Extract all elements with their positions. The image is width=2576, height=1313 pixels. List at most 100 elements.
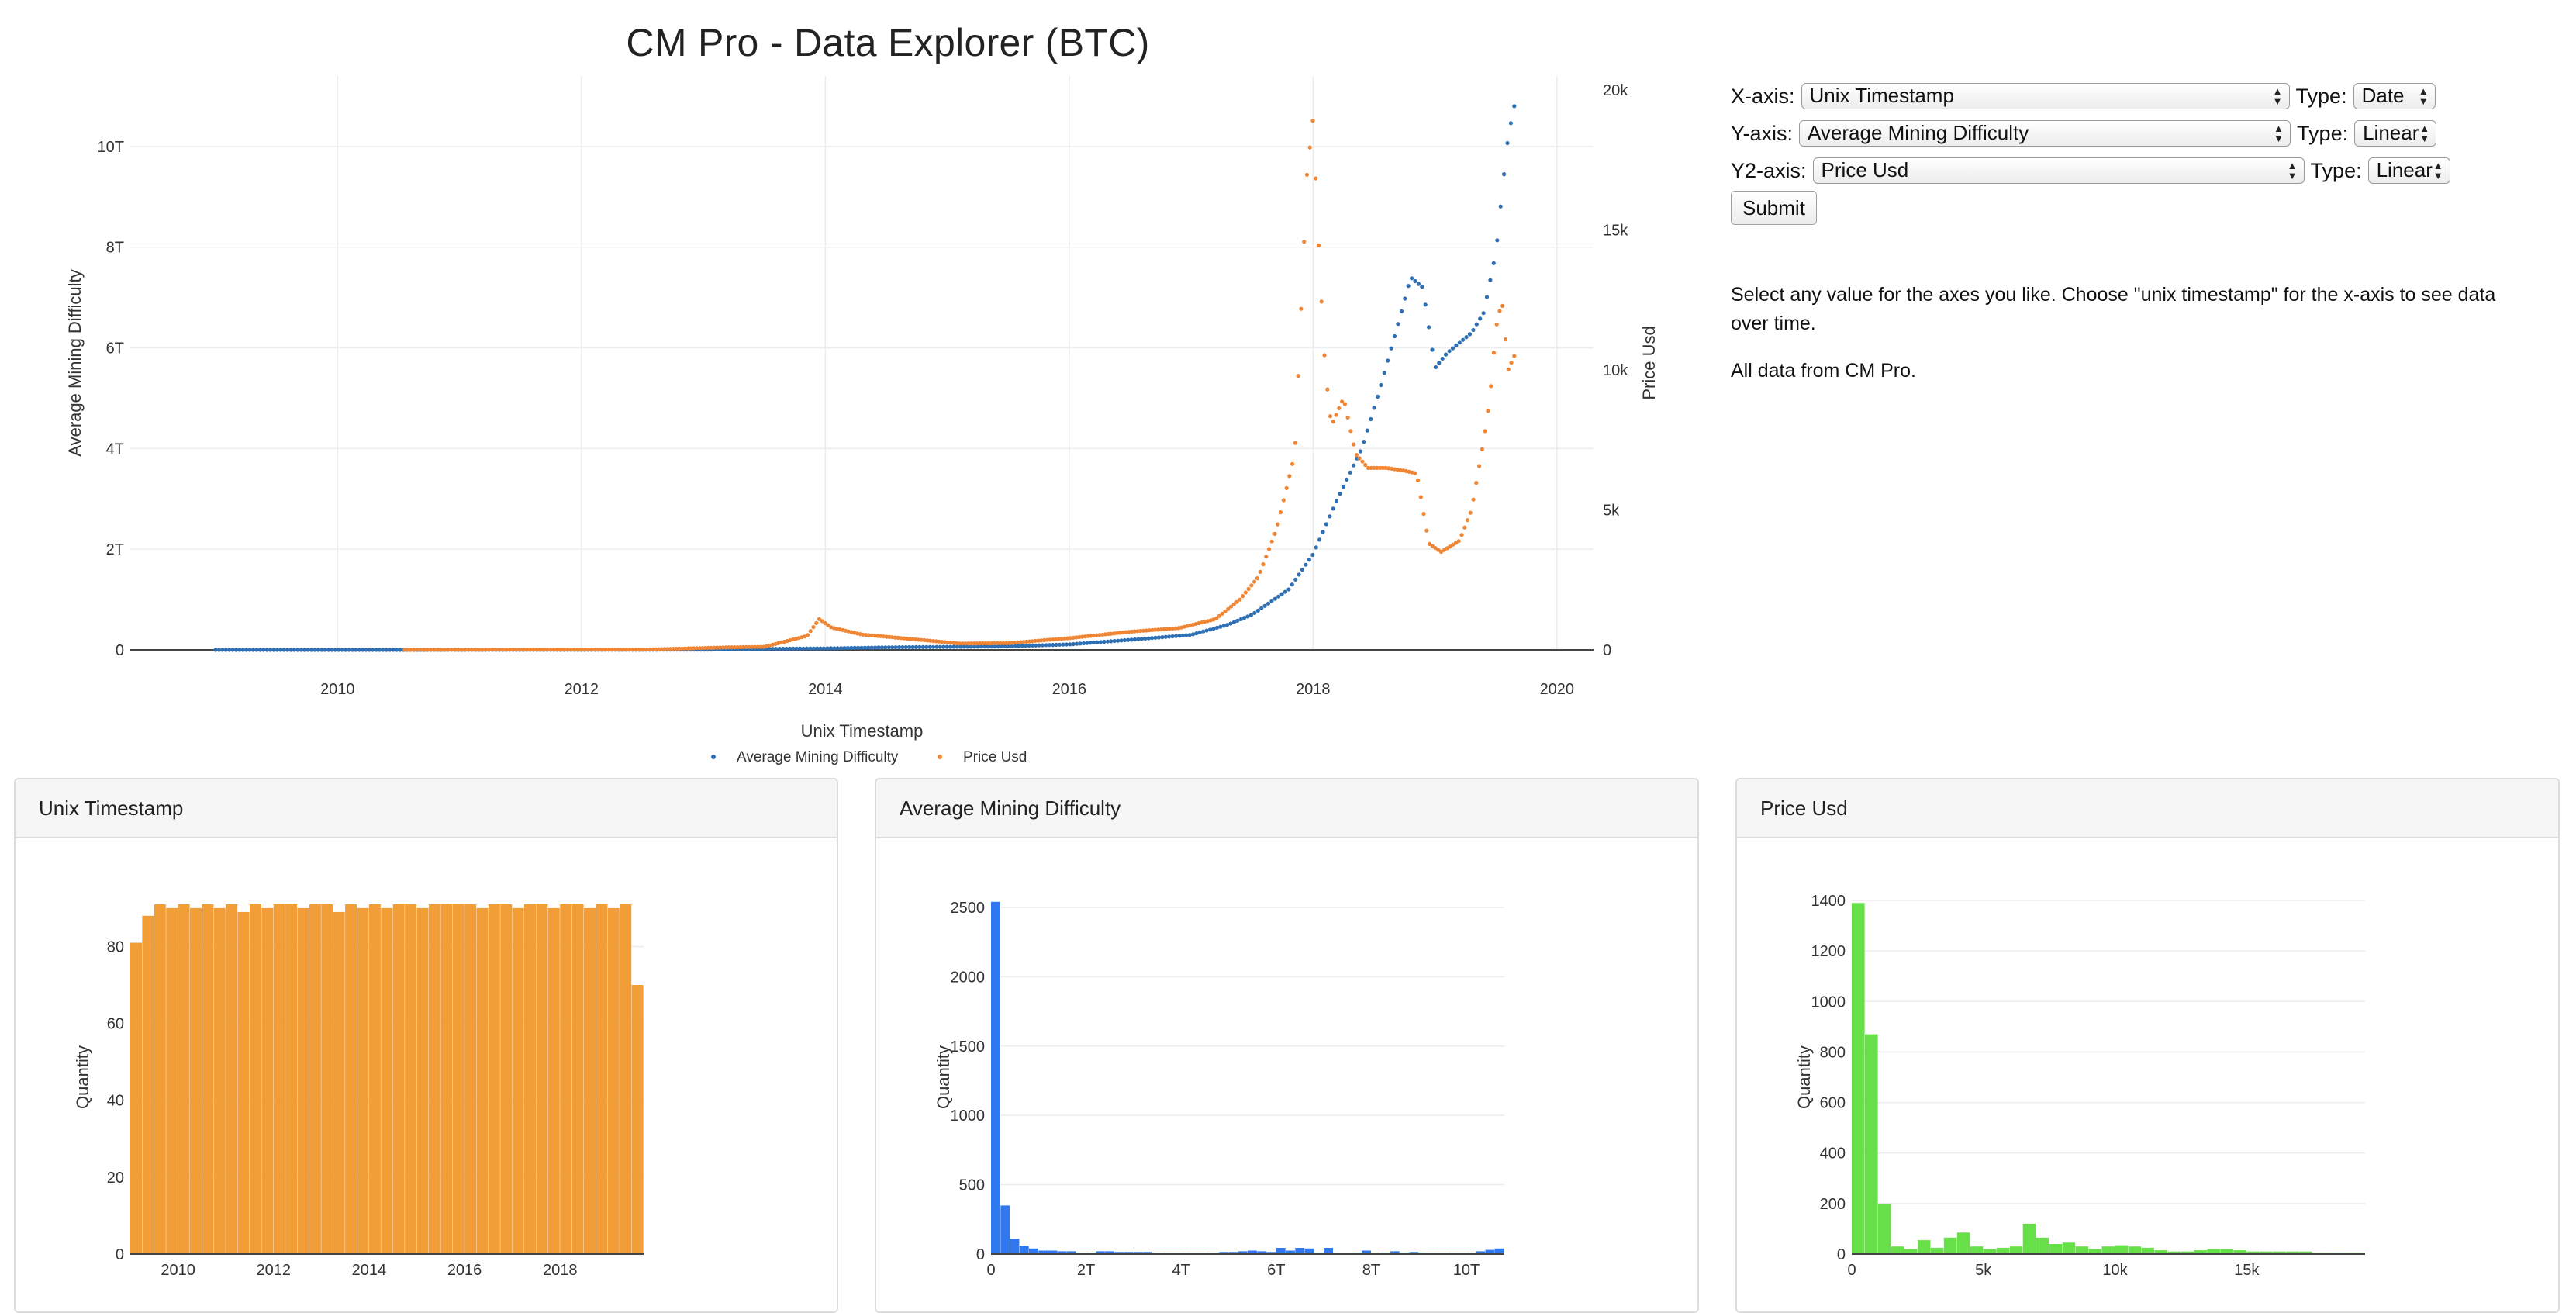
data-point — [1366, 465, 1371, 470]
data-point — [1442, 548, 1446, 552]
data-point — [458, 648, 463, 652]
data-point — [1007, 641, 1011, 645]
data-point — [957, 641, 962, 646]
data-point — [1284, 485, 1289, 491]
data-point — [1259, 606, 1264, 610]
data-point — [1129, 637, 1134, 642]
data-point — [1457, 340, 1462, 345]
data-point — [1386, 358, 1390, 363]
data-point — [519, 648, 524, 652]
histogram-bar — [1276, 1248, 1286, 1254]
data-point — [873, 645, 878, 650]
y-axis-type-select[interactable]: Linear ▲ ▼ — [2354, 120, 2437, 147]
data-point — [852, 645, 857, 651]
y-tick-label: 1000 — [951, 1107, 986, 1125]
data-point — [1321, 530, 1325, 534]
data-point — [832, 646, 837, 651]
data-point — [1246, 586, 1251, 592]
data-point — [1416, 282, 1421, 286]
data-point — [285, 648, 290, 652]
data-point — [1020, 644, 1024, 648]
data-point — [271, 648, 276, 652]
data-point — [979, 644, 983, 649]
data-point — [429, 648, 433, 652]
data-point — [884, 634, 889, 639]
data-point — [1299, 306, 1304, 311]
data-point — [1471, 497, 1476, 502]
histogram-price[interactable]: 0 200 400 600 800 1000 1200 1400 0 5k 10k 15k Quanti… — [1737, 838, 2558, 1313]
histogram-bar — [1930, 1247, 1944, 1254]
data-point — [1187, 633, 1192, 637]
data-point — [1231, 620, 1236, 624]
y-tick-label: 4T — [106, 441, 124, 458]
data-point — [1302, 240, 1307, 244]
data-point — [735, 645, 740, 650]
data-point — [1300, 568, 1305, 572]
data-point — [443, 648, 448, 652]
histogram-difficulty[interactable]: 0 500 1000 1500 2000 2500 0 2T 4T 6T 8T 10T Quantity — [876, 838, 1697, 1313]
data-point — [1119, 638, 1124, 643]
data-point — [1433, 365, 1438, 369]
data-point — [931, 639, 935, 644]
data-point — [642, 648, 647, 652]
data-point — [842, 646, 847, 651]
data-point — [1034, 643, 1038, 648]
data-point — [467, 648, 471, 652]
data-point — [1010, 644, 1014, 648]
data-point — [1328, 414, 1333, 419]
data-point — [1459, 533, 1464, 537]
data-point — [881, 634, 886, 639]
data-point — [1363, 462, 1368, 468]
data-point — [811, 625, 816, 630]
data-point — [962, 644, 966, 649]
data-point — [516, 648, 521, 652]
x-tick-label: 0 — [1847, 1262, 1856, 1279]
x-axis-type-select[interactable]: Date ▲ ▼ — [2353, 83, 2436, 109]
data-point — [613, 648, 617, 652]
select-arrows-icon: ▲ ▼ — [2419, 123, 2430, 144]
histogram-bar — [1996, 1247, 2010, 1254]
data-point — [288, 648, 293, 652]
data-point — [367, 648, 371, 652]
data-point — [966, 641, 971, 646]
data-point — [1447, 349, 1452, 354]
data-point — [1021, 640, 1026, 644]
histogram-bar — [1048, 1250, 1058, 1254]
data-point — [1115, 631, 1120, 635]
data-point — [965, 644, 970, 649]
data-point — [1162, 627, 1166, 631]
histogram-bar — [333, 911, 345, 1254]
y2-axis-select[interactable]: Price Usd ▲ ▼ — [1812, 157, 2305, 184]
y-axis-select[interactable]: Average Mining Difficulty ▲ ▼ — [1799, 120, 2291, 147]
data-point — [361, 648, 365, 652]
histogram-bar — [452, 904, 464, 1254]
data-point — [461, 648, 465, 652]
data-point — [1403, 296, 1407, 301]
data-point — [1474, 481, 1479, 485]
data-point — [823, 620, 827, 626]
x-axis-select[interactable]: Unix Timestamp ▲ ▼ — [1801, 83, 2290, 109]
data-point — [1440, 356, 1445, 361]
data-point — [1062, 636, 1067, 641]
data-point — [972, 644, 977, 649]
histogram-timestamp[interactable]: 0 20 40 60 80 2010 2012 2014 2016 2018 Quantity — [16, 838, 837, 1313]
data-point — [980, 641, 985, 646]
data-point — [1228, 621, 1233, 626]
data-point — [1293, 577, 1298, 582]
data-point — [606, 648, 612, 652]
data-point — [1167, 627, 1172, 631]
submit-button[interactable]: Submit — [1731, 191, 1817, 225]
data-point — [1033, 638, 1038, 644]
data-point — [548, 648, 553, 652]
data-point — [306, 648, 310, 652]
y2-axis-type-select[interactable]: Linear ▲ ▼ — [2367, 157, 2450, 184]
data-point — [1500, 303, 1505, 308]
data-point — [378, 648, 382, 652]
data-point — [817, 617, 822, 621]
data-point — [1392, 333, 1397, 339]
data-point — [350, 648, 354, 652]
y-tick-label: 2T — [106, 541, 124, 558]
data-point — [1357, 456, 1362, 461]
main-scatter-chart[interactable]: 2010 2012 2014 2016 2018 2020 0 2T 4T 6T 8T 10T 0 5k 1… — [0, 70, 1706, 783]
data-point — [616, 648, 620, 652]
